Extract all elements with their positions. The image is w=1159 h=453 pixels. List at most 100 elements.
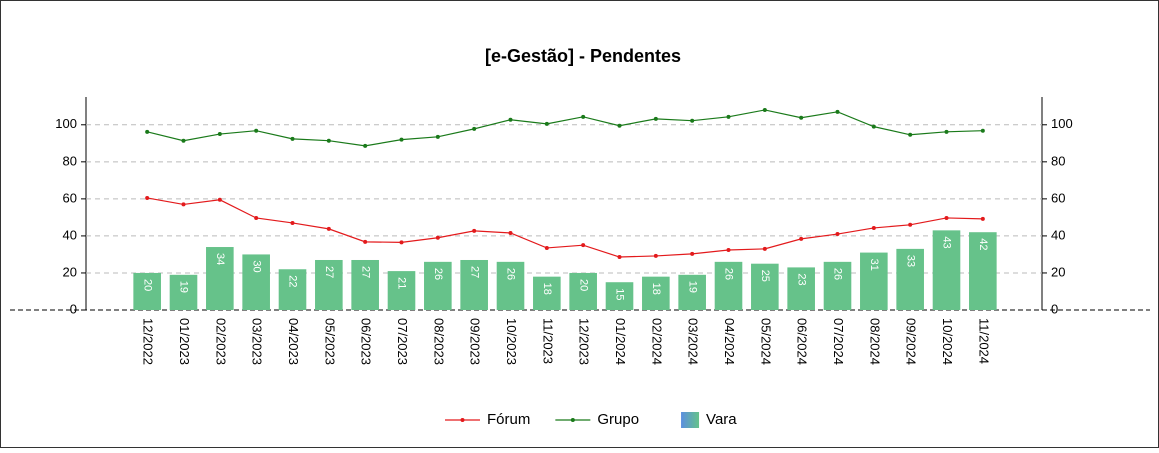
- bar-label: 26: [723, 268, 735, 280]
- x-tick-label: 06/2023: [359, 318, 374, 365]
- line: [147, 197, 983, 258]
- legend-item: Fórum: [445, 411, 530, 428]
- legend-dot: [570, 418, 575, 422]
- bar-label: 31: [868, 259, 880, 271]
- bar-label: 20: [141, 279, 153, 291]
- x-tick-label: 02/2024: [649, 318, 664, 365]
- bar: [605, 282, 634, 310]
- point: [508, 117, 513, 122]
- point: [835, 109, 840, 114]
- point: [835, 232, 840, 237]
- point: [980, 216, 985, 221]
- x-tick-label: 10/2023: [504, 318, 519, 365]
- y-tick-label: 40: [63, 227, 77, 242]
- legend-item: Grupo: [555, 411, 639, 428]
- bar: [823, 261, 852, 310]
- bar-label: 25: [759, 270, 771, 282]
- x-tick-label: 12/2022: [141, 318, 156, 365]
- point: [254, 128, 259, 133]
- point: [326, 226, 331, 231]
- bar-label: 23: [795, 273, 807, 285]
- legend-label: Grupo: [597, 411, 639, 428]
- point: [217, 197, 222, 202]
- y2-tick-label: 20: [1051, 264, 1065, 279]
- bar: [860, 252, 888, 310]
- point: [399, 137, 404, 142]
- point: [508, 230, 513, 235]
- x-tick-label: 01/2023: [177, 318, 192, 365]
- point: [435, 134, 440, 139]
- point: [980, 128, 985, 133]
- bar-label: 18: [650, 283, 662, 295]
- point: [908, 132, 913, 137]
- bar: [133, 272, 161, 310]
- point: [435, 235, 440, 240]
- point: [799, 115, 804, 120]
- bar: [460, 259, 488, 310]
- point: [181, 138, 186, 143]
- legend-swatch: [681, 412, 700, 428]
- y2-tick-label: 100: [1051, 116, 1073, 131]
- x-tick-label: 09/2024: [904, 318, 919, 365]
- y-tick-label: 20: [63, 264, 77, 279]
- point: [871, 124, 876, 129]
- bar: [351, 259, 379, 310]
- point: [799, 236, 804, 241]
- bar-label: 42: [977, 238, 989, 250]
- point: [544, 121, 549, 126]
- bar-label: 26: [832, 268, 844, 280]
- bar-label: 20: [577, 279, 589, 291]
- point: [653, 116, 658, 121]
- bar-label: 22: [287, 275, 299, 287]
- x-tick-label: 08/2023: [431, 318, 446, 365]
- bar-label: 27: [359, 266, 371, 278]
- x-tick-label: 07/2023: [395, 318, 410, 365]
- point: [145, 129, 150, 134]
- point: [544, 245, 549, 250]
- bar: [496, 261, 525, 310]
- x-tick-label: 05/2023: [322, 318, 337, 365]
- point: [290, 136, 295, 141]
- x-tick-label: 04/2023: [286, 318, 301, 365]
- bar: [569, 272, 597, 310]
- bar: [206, 247, 234, 310]
- bar-label: 43: [941, 236, 953, 248]
- point: [145, 195, 150, 200]
- y-tick-label: 100: [55, 116, 77, 131]
- bar: [242, 254, 270, 310]
- point: [944, 129, 949, 134]
- bar-label: 19: [686, 281, 698, 293]
- bar: [751, 263, 779, 310]
- y2-tick-label: 0: [1051, 301, 1058, 316]
- bar-label: 26: [505, 268, 517, 280]
- point: [908, 222, 913, 227]
- bar: [315, 259, 343, 310]
- x-tick-label: 12/2023: [577, 318, 592, 365]
- point: [363, 239, 368, 244]
- bar-label: 26: [432, 268, 444, 280]
- x-tick-label: 11/2023: [540, 318, 555, 364]
- x-tick-label: 03/2023: [250, 318, 265, 365]
- bar: [678, 274, 706, 310]
- point: [690, 118, 695, 123]
- point: [581, 243, 586, 248]
- bar-label: 18: [541, 283, 553, 295]
- point: [472, 228, 477, 233]
- y2-tick-label: 80: [1051, 153, 1065, 168]
- point: [690, 251, 695, 256]
- legend-label: Fórum: [487, 411, 530, 428]
- legend-dot: [460, 418, 465, 422]
- bar-label: 27: [468, 266, 480, 278]
- x-tick-label: 04/2024: [722, 318, 737, 365]
- y2-tick-label: 60: [1051, 190, 1065, 205]
- bar: [896, 248, 924, 310]
- point: [290, 220, 295, 225]
- bar: [533, 276, 561, 310]
- point: [217, 132, 222, 137]
- bar-label: 34: [214, 253, 226, 265]
- point: [762, 246, 767, 251]
- bar: [424, 261, 452, 310]
- point: [326, 138, 331, 143]
